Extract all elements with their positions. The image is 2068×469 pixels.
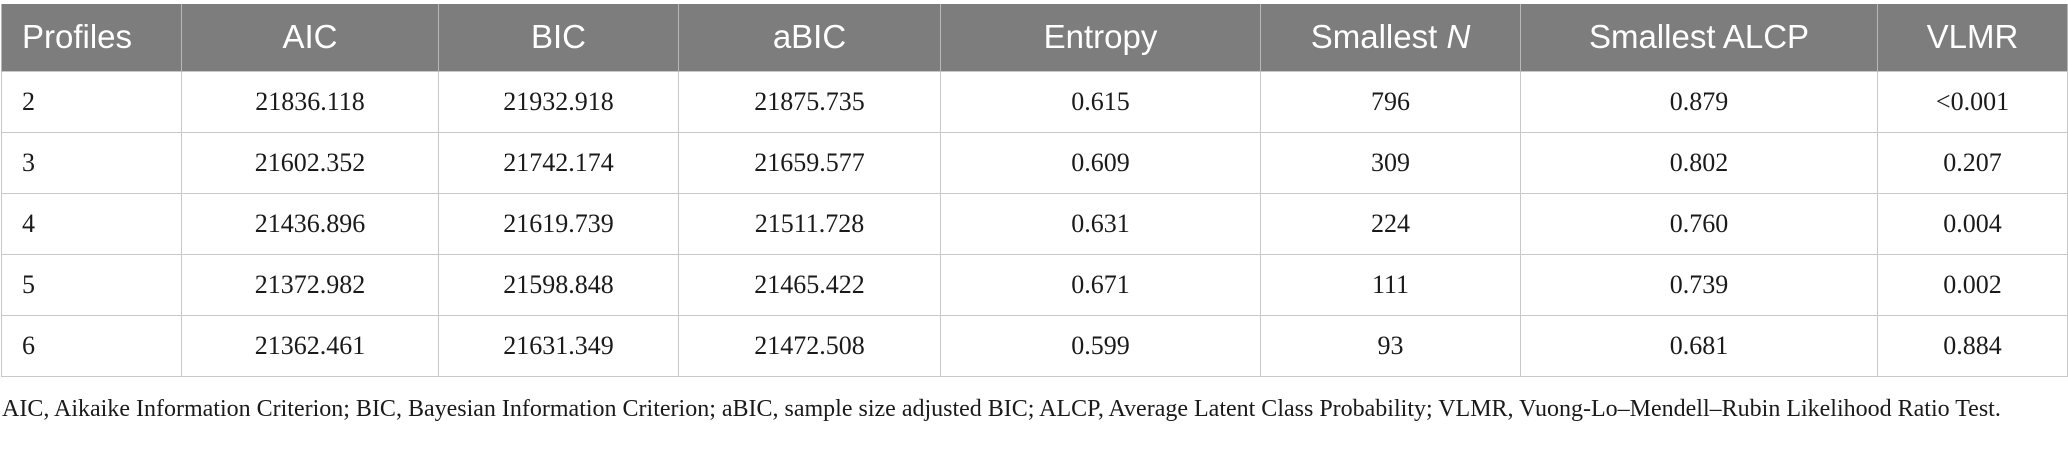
cell-profiles: 2 (1, 70, 182, 133)
cell-profiles: 6 (1, 314, 182, 377)
cell-profiles: 3 (1, 131, 182, 194)
cell-bic: 21598.848 (438, 253, 679, 316)
header-smallest-alcp-label: Smallest ALCP (1588, 18, 1810, 56)
cell-profiles: 4 (1, 192, 182, 255)
cell-vlmr: <0.001 (1877, 70, 2068, 133)
cell-smallest-alcp: 0.739 (1520, 253, 1878, 316)
table-row: 4 21436.896 21619.739 21511.728 0.631 22… (1, 192, 2068, 255)
table-row: 6 21362.461 21631.349 21472.508 0.599 93… (1, 314, 2068, 377)
cell-smallest-n: 93 (1260, 314, 1521, 377)
table-row: 2 21836.118 21932.918 21875.735 0.615 79… (1, 70, 2068, 133)
cell-vlmr: 0.002 (1877, 253, 2068, 316)
cell-smallest-n: 224 (1260, 192, 1521, 255)
cell-vlmr: 0.207 (1877, 131, 2068, 194)
cell-entropy: 0.615 (940, 70, 1261, 133)
cell-vlmr: 0.884 (1877, 314, 2068, 377)
cell-abic: 21659.577 (678, 131, 941, 194)
cell-smallest-n: 796 (1260, 70, 1521, 133)
cell-smallest-alcp: 0.681 (1520, 314, 1878, 377)
cell-abic: 21465.422 (678, 253, 941, 316)
table-row: 3 21602.352 21742.174 21659.577 0.609 30… (1, 131, 2068, 194)
cell-smallest-alcp: 0.802 (1520, 131, 1878, 194)
cell-vlmr: 0.004 (1877, 192, 2068, 255)
cell-bic: 21932.918 (438, 70, 679, 133)
table-header: Profiles AIC BIC aBIC Entropy Smallest N… (1, 4, 2068, 71)
cell-bic: 21742.174 (438, 131, 679, 194)
header-aic-label: AIC (282, 18, 338, 56)
cell-entropy: 0.599 (940, 314, 1261, 377)
cell-entropy: 0.609 (940, 131, 1261, 194)
cell-smallest-alcp: 0.879 (1520, 70, 1878, 133)
model-fit-table-container: Profiles AIC BIC aBIC Entropy Smallest N… (1, 4, 2068, 377)
header-vlmr: VLMR (1877, 4, 2068, 71)
header-bic-label: BIC (530, 18, 586, 56)
cell-abic: 21875.735 (678, 70, 941, 133)
cell-smallest-alcp: 0.760 (1520, 192, 1878, 255)
header-smallest-n-italic: N (1446, 18, 1471, 56)
cell-bic: 21619.739 (438, 192, 679, 255)
table-footnote: AIC, Aikaike Information Criterion; BIC,… (2, 396, 2001, 422)
cell-abic: 21511.728 (678, 192, 941, 255)
header-entropy: Entropy (940, 4, 1261, 71)
cell-smallest-n: 309 (1260, 131, 1521, 194)
header-aic: AIC (181, 4, 439, 71)
header-profiles-label: Profiles (22, 18, 133, 56)
header-entropy-label: Entropy (1043, 18, 1158, 56)
cell-aic: 21836.118 (181, 70, 439, 133)
cell-abic: 21472.508 (678, 314, 941, 377)
header-row: Profiles AIC BIC aBIC Entropy Smallest N… (1, 4, 2068, 71)
header-bic: BIC (438, 4, 679, 71)
cell-aic: 21436.896 (181, 192, 439, 255)
header-abic: aBIC (678, 4, 941, 71)
cell-aic: 21602.352 (181, 131, 439, 194)
header-vlmr-label: VLMR (1926, 18, 2019, 56)
cell-bic: 21631.349 (438, 314, 679, 377)
header-smallest-alcp: Smallest ALCP (1520, 4, 1878, 71)
cell-entropy: 0.671 (940, 253, 1261, 316)
model-fit-table: Profiles AIC BIC aBIC Entropy Smallest N… (1, 4, 2068, 377)
table-row: 5 21372.982 21598.848 21465.422 0.671 11… (1, 253, 2068, 316)
cell-aic: 21372.982 (181, 253, 439, 316)
header-abic-label: aBIC (772, 18, 847, 56)
cell-profiles: 5 (1, 253, 182, 316)
cell-aic: 21362.461 (181, 314, 439, 377)
cell-smallest-n: 111 (1260, 253, 1521, 316)
table-body: 2 21836.118 21932.918 21875.735 0.615 79… (1, 70, 2068, 377)
cell-entropy: 0.631 (940, 192, 1261, 255)
header-profiles: Profiles (1, 4, 182, 71)
header-smallest-n-label: Smallest (1310, 18, 1447, 56)
header-smallest-n: Smallest N (1260, 4, 1521, 71)
